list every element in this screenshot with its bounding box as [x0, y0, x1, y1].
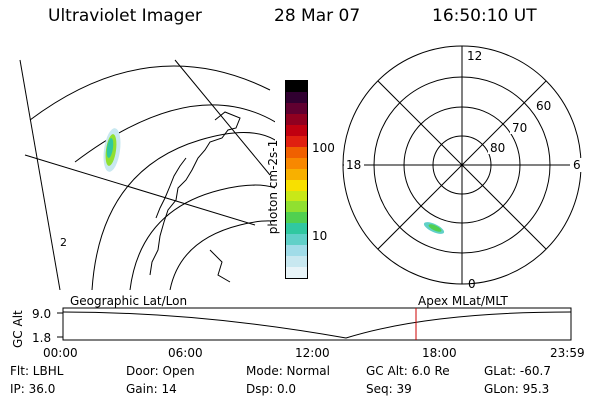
- colorbar-tick-10: 10: [312, 229, 328, 243]
- gc-alt-xtick-4: 23:59: [550, 346, 585, 360]
- info-mode: Mode: Normal: [246, 364, 330, 378]
- colorbar-label: photon cm-2s-1: [266, 139, 280, 235]
- colorbar-swatch: [286, 245, 307, 257]
- gc-alt-plot: 1.8 9.0 GC Alt 00:00 06:00 12:00 18:00 2…: [11, 307, 585, 360]
- colorbar-swatch: [286, 92, 307, 103]
- info-glat: GLat: -60.7: [484, 364, 551, 378]
- polar-plot: 12 18 6 0 60 70 80: [342, 45, 582, 290]
- colorbar-swatch: [286, 201, 307, 213]
- info-glon: GLon: 95.3: [484, 382, 550, 396]
- colorbar-swatch: [286, 146, 307, 158]
- colorbar-swatch: [286, 124, 307, 136]
- colorbar-swatch: [286, 179, 307, 191]
- geographic-map: 2: [19, 59, 275, 290]
- info-seq: Seq: 39: [366, 382, 412, 396]
- app-title: Ultraviolet Imager: [48, 6, 202, 26]
- info-flt: Flt: LBHL: [10, 364, 64, 378]
- gc-alt-xtick-0: 00:00: [43, 346, 78, 360]
- colorbar-swatch: [286, 190, 307, 202]
- geo-map-label: Geographic Lat/Lon: [70, 294, 188, 308]
- colorbar-swatch: [286, 234, 307, 246]
- colorbar-swatch: [286, 267, 307, 278]
- map-marker: 2: [60, 236, 67, 249]
- gc-alt-ytick-1-8: 1.8: [32, 331, 51, 345]
- colorbar-swatch: [286, 113, 307, 125]
- mlat-label-60: 60: [536, 99, 551, 113]
- mlt-label-18: 18: [346, 158, 361, 172]
- info-ip: IP: 36.0: [10, 382, 56, 396]
- info-door: Door: Open: [126, 364, 195, 378]
- gc-alt-xtick-2: 12:00: [295, 346, 330, 360]
- polar-aurora: [423, 222, 445, 234]
- info-gcalt: GC Alt: 6.0 Re: [366, 364, 450, 378]
- date-label: 28 Mar 07: [274, 6, 361, 26]
- colorbar-swatch: [286, 157, 307, 169]
- mlt-label-12: 12: [467, 49, 482, 63]
- gc-alt-ytick-9-0: 9.0: [32, 307, 51, 321]
- colorbar-tick-100: 100: [312, 141, 335, 155]
- mlt-label-0: 0: [468, 277, 476, 290]
- polar-plot-label: Apex MLat/MLT: [418, 294, 508, 308]
- info-gain: Gain: 14: [126, 382, 177, 396]
- colorbar-swatch: [286, 212, 307, 224]
- colorbar-swatch: [286, 223, 307, 235]
- mlat-label-80: 80: [490, 141, 505, 155]
- colorbar: [285, 80, 308, 279]
- colorbar-swatch: [286, 81, 307, 93]
- gc-alt-ylabel: GC Alt: [11, 310, 25, 348]
- colorbar-swatch: [286, 103, 307, 114]
- time-label: 16:50:10 UT: [432, 6, 537, 26]
- mlt-label-6: 6: [573, 158, 581, 172]
- mlat-label-70: 70: [512, 121, 527, 135]
- colorbar-swatch: [286, 135, 307, 147]
- gc-alt-xtick-3: 18:00: [422, 346, 457, 360]
- info-dsp: Dsp: 0.0: [246, 382, 297, 396]
- gc-alt-xtick-1: 06:00: [168, 346, 203, 360]
- colorbar-swatch: [286, 256, 307, 268]
- colorbar-swatch: [286, 168, 307, 180]
- aurora-emission: [103, 128, 121, 172]
